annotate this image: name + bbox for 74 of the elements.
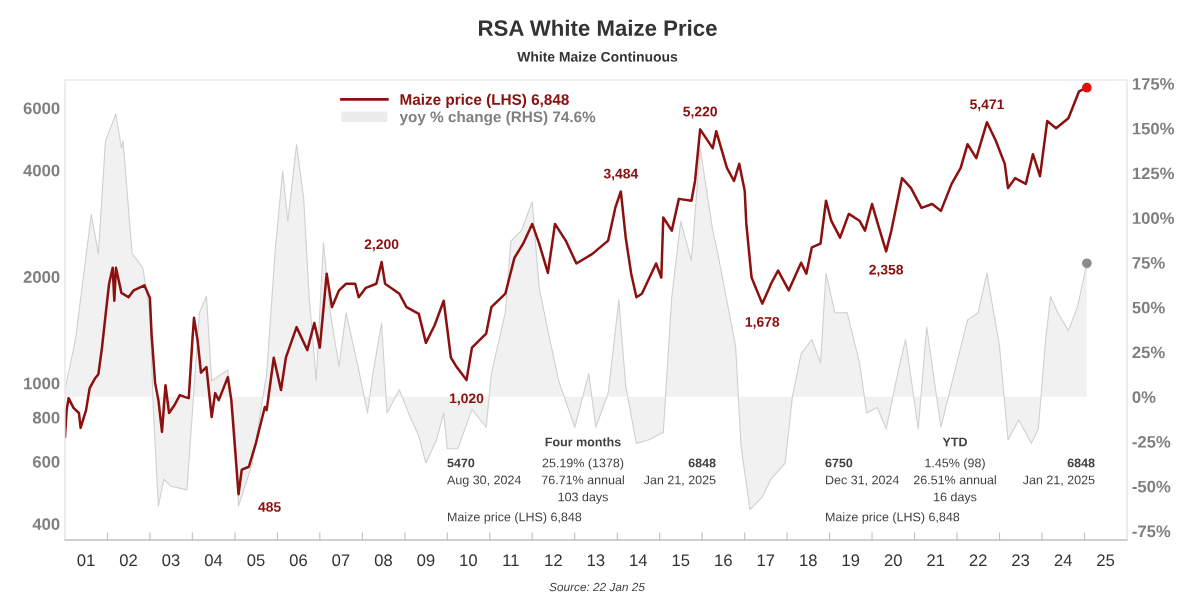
y2-tick-label: 125% bbox=[1132, 167, 1175, 180]
x-tick-label: 22 bbox=[969, 554, 987, 566]
annotation: 3,484 bbox=[603, 168, 639, 181]
annotation: Dec 31, 2024 bbox=[826, 475, 899, 486]
x-tick-label: 20 bbox=[884, 554, 902, 567]
annotation: YTD bbox=[942, 437, 967, 447]
annotation: 2,358 bbox=[869, 264, 904, 277]
annotation: 16 days bbox=[934, 492, 977, 504]
x-tick-label: 21 bbox=[927, 554, 945, 566]
x-tick-label: 08 bbox=[374, 554, 392, 567]
x-tick-label: 07 bbox=[332, 554, 350, 567]
annotation: Maize price (LHS) 6,848 bbox=[448, 512, 582, 524]
chart-title: RSA White Maize Price bbox=[479, 19, 717, 36]
chart-subtitle: White Maize Continuous bbox=[517, 51, 678, 62]
x-tick-label: 10 bbox=[460, 554, 477, 567]
x-tick-label: 24 bbox=[1054, 554, 1072, 566]
x-tick-label: 18 bbox=[800, 554, 817, 567]
annotation: 1.45% (98) bbox=[925, 458, 985, 470]
annotation: Four months bbox=[545, 437, 621, 447]
y2-tick-label: -25% bbox=[1132, 435, 1171, 448]
y-tick-label: 1000 bbox=[24, 377, 60, 390]
x-tick-label: 14 bbox=[630, 554, 648, 566]
annotation: 5470 bbox=[447, 458, 475, 468]
x-tick-label: 01 bbox=[77, 554, 95, 567]
annotation: 1,678 bbox=[745, 316, 780, 329]
x-tick-label: 11 bbox=[503, 554, 519, 566]
y2-tick-label: 150% bbox=[1132, 122, 1175, 135]
y2-tick-label: 175% bbox=[1132, 78, 1175, 90]
annotation: Jan 21, 2025 bbox=[1022, 475, 1095, 486]
annotation: 26.51% annual bbox=[913, 475, 996, 485]
x-tick-label: 04 bbox=[204, 554, 223, 567]
annotation: 2,200 bbox=[364, 239, 399, 252]
y-tick-label: 6000 bbox=[23, 102, 60, 115]
y2-tick-label: 100% bbox=[1132, 212, 1175, 225]
x-tick-label: 06 bbox=[289, 554, 307, 567]
legend-label: Maize price (LHS) 6,848 bbox=[400, 93, 569, 108]
y-tick-label: 2000 bbox=[23, 271, 60, 283]
x-tick-label: 05 bbox=[247, 554, 265, 567]
x-tick-label: 23 bbox=[1012, 554, 1030, 567]
y2-tick-label: -50% bbox=[1132, 480, 1171, 493]
y-tick-label: 400 bbox=[32, 518, 60, 531]
y2-tick-label: 0% bbox=[1132, 391, 1156, 404]
y2-tick-label: 50% bbox=[1132, 301, 1165, 314]
y2-tick-label: 75% bbox=[1132, 257, 1165, 269]
x-tick-label: 25 bbox=[1097, 554, 1115, 567]
x-tick-label: 12 bbox=[545, 554, 562, 566]
x-tick-label: 13 bbox=[587, 554, 605, 567]
x-tick-label: 03 bbox=[162, 554, 180, 567]
annotation: 25.19% (1378) bbox=[542, 458, 624, 470]
annotation: 5,471 bbox=[970, 99, 1004, 112]
annotation: 103 days bbox=[558, 492, 608, 504]
x-tick-label: 17 bbox=[757, 554, 775, 566]
annotation: 6848 bbox=[688, 458, 716, 468]
annotation: 76.71% annual bbox=[541, 475, 624, 485]
annotation: 1,020 bbox=[449, 393, 484, 406]
annotation: 6750 bbox=[825, 458, 853, 468]
y-tick-label: 600 bbox=[32, 455, 60, 468]
source-note: Source: 22 Jan 25 bbox=[549, 582, 645, 592]
annotation: 5,220 bbox=[683, 106, 717, 119]
y2-tick-label: -75% bbox=[1132, 525, 1171, 538]
annotation: 485 bbox=[258, 502, 281, 512]
x-tick-label: 09 bbox=[417, 554, 435, 567]
y-tick-label: 4000 bbox=[23, 164, 60, 177]
annotation: Aug 30, 2024 bbox=[447, 475, 522, 487]
x-tick-label: 15 bbox=[672, 554, 690, 567]
x-tick-label: 16 bbox=[715, 554, 732, 567]
annotation: 6848 bbox=[1067, 458, 1095, 468]
annotation: Jan 21, 2025 bbox=[643, 475, 716, 486]
legend-label: yoy % change (RHS) 74.6% bbox=[399, 111, 596, 126]
y-tick-label: 800 bbox=[32, 411, 60, 424]
annotation: Maize price (LHS) 6,848 bbox=[826, 512, 960, 524]
x-tick-label: 19 bbox=[842, 554, 860, 567]
x-tick-label: 02 bbox=[119, 554, 137, 567]
y2-tick-label: 25% bbox=[1132, 346, 1165, 359]
